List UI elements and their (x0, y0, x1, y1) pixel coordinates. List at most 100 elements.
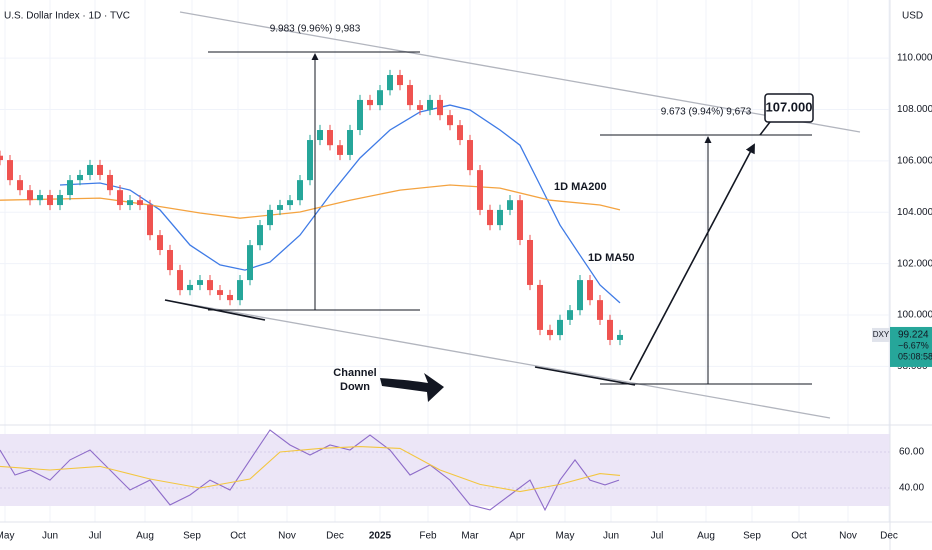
moving-average (0, 184, 621, 219)
candle-body (217, 290, 223, 295)
candle-body (557, 319, 563, 336)
y-tick-label: 104.000 (897, 207, 932, 218)
candle-body (607, 319, 613, 340)
candle-body (617, 334, 623, 340)
candle-body (67, 180, 73, 196)
candle-body (167, 250, 173, 271)
candle-body (157, 235, 163, 251)
candle-body (297, 180, 303, 201)
candle-body (187, 284, 193, 291)
candle-body (517, 200, 523, 240)
candle-body (317, 130, 323, 141)
candle-body (147, 205, 153, 236)
channel-upper (179, 11, 861, 133)
y-tick-label: 108.000 (897, 104, 932, 115)
y-tick-label: 102.000 (897, 258, 932, 269)
candle-body (397, 75, 403, 86)
candle-body (97, 164, 103, 175)
candle-body (567, 310, 573, 320)
candle-body (417, 105, 423, 110)
candle-body (117, 190, 123, 206)
candle-body (487, 209, 493, 226)
candle-body (537, 284, 543, 330)
moving-average (59, 104, 621, 304)
price-tag (890, 326, 932, 367)
x-tick-label: Oct (230, 531, 246, 542)
candles (0, 69, 623, 346)
candle-body (0, 155, 3, 161)
x-tick-label: Nov (278, 531, 296, 542)
last-price-tag: DXY 99.224−6.67%05:08:58 (872, 326, 932, 367)
y-tick-label: 110.000 (897, 53, 932, 64)
candle-body (467, 140, 473, 171)
callout-pointer (759, 121, 771, 136)
candle-body (277, 205, 283, 210)
drawings: 9.983 (9.96%) 9,983 9.673 (9.94%) 9,673 … (164, 24, 814, 402)
candle-body (527, 239, 533, 285)
x-tick-label: May (0, 531, 14, 542)
x-tick-label: Aug (136, 531, 154, 542)
measure-label: 9.673 (9.94%) 9,673 (661, 107, 752, 118)
candle-body (127, 200, 133, 206)
candle-body (357, 99, 363, 131)
x-tick-label: Jul (89, 531, 102, 542)
candle-body (227, 294, 233, 301)
channel-lower (164, 299, 831, 419)
candle-body (77, 174, 83, 181)
channel (164, 11, 861, 419)
projection-arrow (629, 143, 755, 381)
candle-body (237, 280, 243, 301)
candle-body (287, 200, 293, 206)
x-tick-label: Nov (839, 531, 857, 542)
candle-body (457, 125, 463, 141)
candle-body (87, 164, 93, 175)
chart-title: U.S. Dollar Index · 1D · TVC (4, 11, 130, 22)
target-callout (764, 93, 814, 123)
x-tick-label: Jul (651, 531, 664, 542)
x-tick-label: Jun (42, 531, 58, 542)
candle-body (17, 180, 23, 191)
candle-body (337, 145, 343, 155)
y-tick-label: 100.000 (897, 310, 932, 321)
candle-body (327, 130, 333, 146)
candle-body (207, 280, 213, 291)
target-label: 107.000 (766, 99, 813, 114)
candle-body (477, 170, 483, 210)
candle-body (137, 200, 143, 206)
rsi-pane (0, 429, 890, 512)
x-tick-label: May (556, 531, 575, 542)
rsi-tick-label: 60.00 (899, 447, 924, 458)
candle-body (247, 245, 253, 281)
candle-body (597, 300, 603, 320)
rsi-line (0, 429, 620, 512)
x-tick-label: Sep (183, 531, 201, 542)
trendline (534, 366, 636, 386)
x-tick-label: Apr (509, 531, 525, 542)
x-tick-label: Feb (419, 531, 437, 542)
candle-body (507, 200, 513, 210)
x-tick-label: Aug (697, 531, 715, 542)
x-tick-label: Mar (461, 531, 479, 542)
symbol-label: DXY (873, 330, 890, 339)
channel-arrow (380, 373, 444, 402)
candle-body (437, 99, 443, 116)
candle-body (577, 280, 583, 311)
candle-body (387, 75, 393, 91)
price-label: 99.224 (898, 330, 929, 341)
overlay-labels: 1D MA50 1D MA200 (554, 181, 634, 264)
candle-body (57, 195, 63, 206)
candle-body (347, 130, 353, 155)
change-label: −6.67% (898, 340, 929, 350)
x-tick-label: Jun (603, 531, 619, 542)
candle-body (257, 225, 263, 246)
candle-body (47, 195, 53, 206)
candle-body (37, 195, 43, 201)
y-tick-label: 106.000 (897, 155, 932, 166)
candle-body (27, 190, 33, 201)
candle-body (497, 209, 503, 226)
candle-body (407, 85, 413, 106)
candle-body (177, 270, 183, 291)
candle-body (427, 99, 433, 110)
candle-body (307, 140, 313, 181)
